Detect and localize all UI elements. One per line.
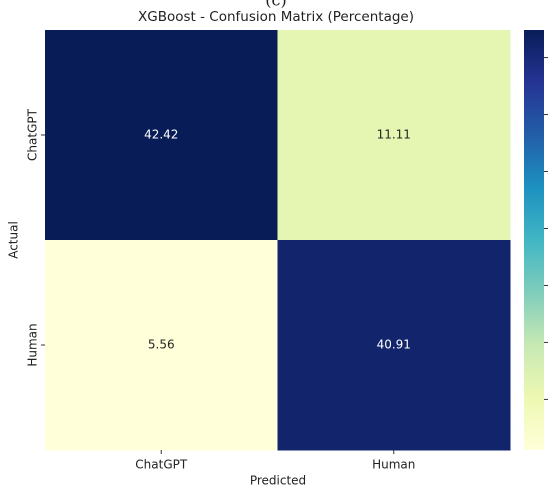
cell-label: 40.91 xyxy=(377,338,411,352)
colorbar xyxy=(524,30,544,450)
y-axis-label: Actual xyxy=(7,221,21,259)
x-axis-label: Predicted xyxy=(250,474,306,488)
x-tick-label: ChatGPT xyxy=(135,458,188,472)
cell-label: 11.11 xyxy=(377,128,411,142)
x-tick-label: Human xyxy=(372,458,415,472)
panel-label: (c) xyxy=(265,0,286,10)
heatmap-cell xyxy=(45,30,278,241)
heatmap-cell xyxy=(277,240,511,451)
y-tick-label: ChatGPT xyxy=(26,108,40,161)
chart-title: XGBoost - Confusion Matrix (Percentage) xyxy=(138,9,414,25)
cell-label: 5.56 xyxy=(148,338,175,352)
y-tick-label: Human xyxy=(26,323,40,366)
cell-label: 42.42 xyxy=(144,128,178,142)
heatmap-cell xyxy=(277,30,511,241)
heatmap-cell xyxy=(45,240,278,451)
